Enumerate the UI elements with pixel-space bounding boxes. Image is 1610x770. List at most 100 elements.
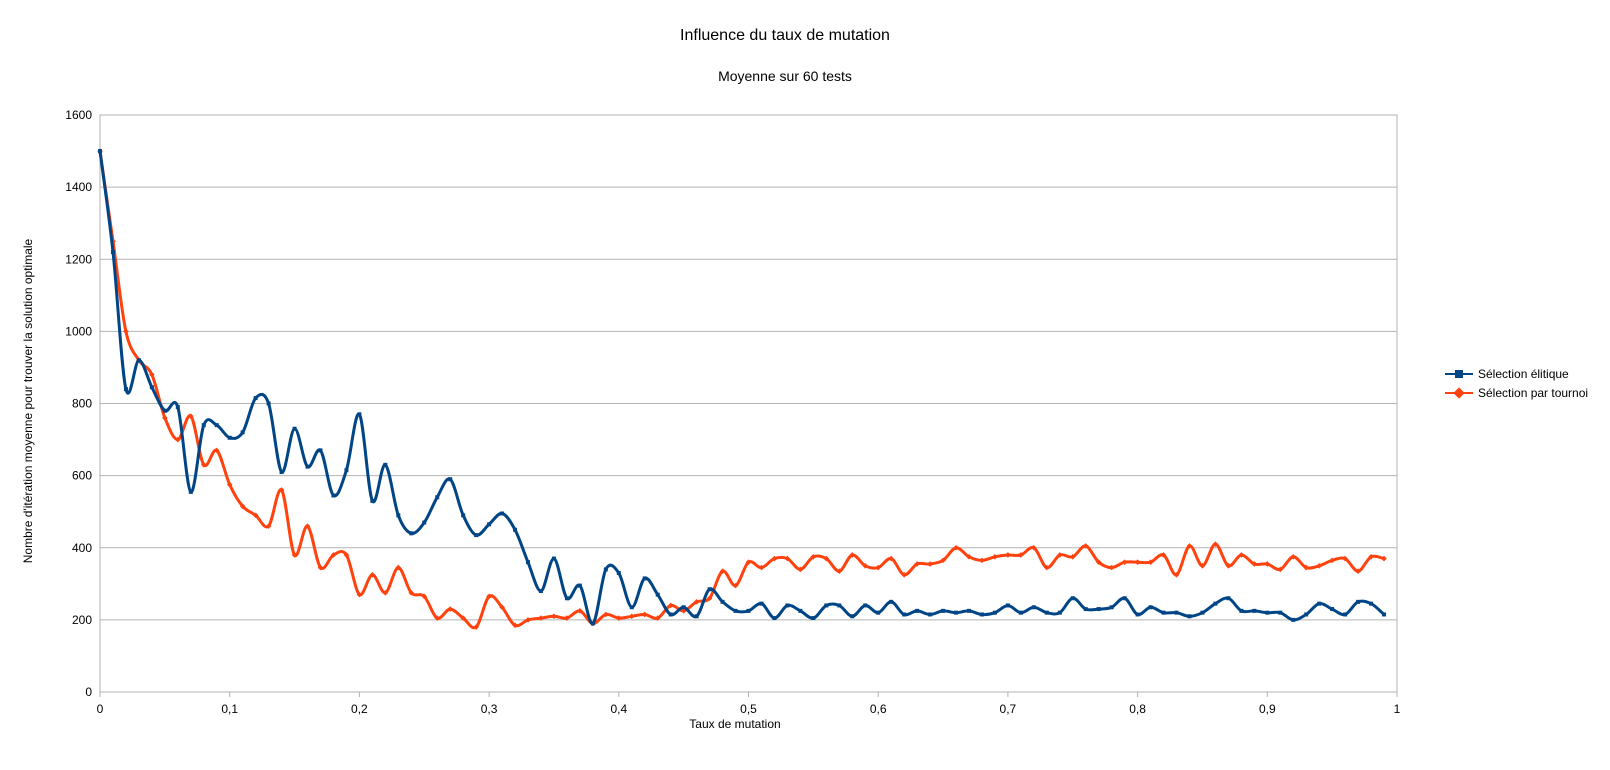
data-point [136, 358, 141, 363]
x-tick-label: 0,9 [1259, 702, 1276, 716]
data-point [382, 590, 389, 596]
data-point [1108, 564, 1115, 571]
data-point [979, 612, 984, 617]
data-point [564, 596, 569, 601]
y-tick-label: 200 [72, 613, 92, 627]
data-point [1044, 564, 1050, 571]
data-point [356, 591, 363, 598]
data-point [940, 557, 946, 564]
data-point [1095, 559, 1102, 565]
data-point [889, 599, 894, 604]
data-point [655, 592, 660, 597]
data-point [499, 604, 505, 611]
data-point [901, 571, 907, 578]
data-point [175, 436, 181, 443]
data-point [1252, 608, 1257, 613]
y-tick-label: 0 [85, 685, 92, 699]
data-point [1199, 562, 1206, 569]
data-point [473, 624, 479, 630]
data-point [668, 612, 673, 617]
data-point [175, 405, 180, 410]
y-tick-label: 1200 [65, 252, 92, 266]
data-point [422, 520, 427, 525]
data-point [1264, 561, 1271, 567]
y-tick-label: 1000 [65, 324, 92, 338]
data-point [435, 495, 440, 500]
y-tick-label: 800 [72, 397, 92, 411]
data-point [1290, 553, 1297, 560]
data-point [110, 250, 115, 255]
legend-label: Sélection par tournoi [1478, 386, 1588, 400]
data-point [953, 544, 959, 551]
data-point [1200, 610, 1205, 615]
data-point [343, 552, 350, 558]
data-point [317, 564, 324, 571]
series-line [98, 149, 1386, 626]
data-point [292, 426, 297, 431]
data-point [810, 553, 817, 560]
data-point [487, 522, 492, 527]
data-point [797, 566, 804, 573]
data-point [694, 614, 699, 619]
data-point [979, 557, 985, 564]
data-point [681, 605, 686, 610]
series-layer [97, 148, 1387, 630]
data-point [850, 614, 855, 619]
data-point [863, 603, 868, 608]
gridlines [100, 114, 1397, 693]
data-point [654, 615, 661, 621]
legend-item: Sélection par tournoi [1445, 386, 1588, 400]
data-point [1213, 601, 1218, 606]
data-point [862, 562, 869, 569]
data-point [745, 559, 752, 565]
data-point [279, 470, 284, 475]
data-point [577, 608, 583, 614]
data-point [1109, 605, 1114, 610]
x-tick-label: 0,2 [351, 702, 368, 716]
data-point [1278, 610, 1283, 615]
data-point [1147, 559, 1154, 565]
data-point [707, 587, 712, 592]
data-point [149, 385, 154, 390]
data-point [875, 564, 881, 571]
legend-marker [1455, 370, 1463, 378]
data-point [1070, 596, 1075, 601]
data-point [98, 149, 102, 154]
data-point [603, 567, 608, 572]
data-point [746, 608, 751, 613]
data-point [318, 448, 323, 453]
data-point [1317, 601, 1322, 606]
data-point [941, 608, 946, 613]
legend-item: Sélection élitique [1445, 367, 1569, 381]
x-axis-label: Taux de mutation [689, 717, 780, 731]
data-point [370, 498, 375, 503]
data-point [200, 462, 207, 468]
data-point [305, 464, 310, 469]
legend: Sélection élitique Sélection par tournoi [1445, 367, 1588, 400]
data-point [732, 582, 739, 589]
data-point [1239, 608, 1244, 613]
legend-label: Sélection élitique [1478, 367, 1569, 381]
data-point [1368, 553, 1374, 560]
data-point [1212, 541, 1219, 547]
data-point [408, 590, 415, 596]
data-point [966, 608, 971, 613]
data-point [1316, 562, 1322, 569]
data-point [693, 599, 700, 605]
data-point [629, 605, 634, 610]
y-axis-ticks: 0 200 400 600 800 1000 1200 1400 1600 [65, 108, 92, 699]
data-point [409, 531, 414, 536]
data-point [798, 608, 803, 613]
data-point [1134, 559, 1141, 565]
data-point [1329, 557, 1335, 564]
data-point [888, 555, 894, 562]
data-point [538, 589, 543, 594]
x-tick-label: 0,5 [740, 702, 757, 716]
data-point [526, 560, 531, 565]
y-tick-label: 1400 [65, 180, 92, 194]
chart-subtitle: Moyenne sur 60 tests [718, 68, 852, 84]
data-point [551, 613, 557, 620]
data-point [1303, 564, 1310, 571]
y-tick-label: 600 [72, 469, 92, 483]
data-point [1044, 610, 1049, 615]
